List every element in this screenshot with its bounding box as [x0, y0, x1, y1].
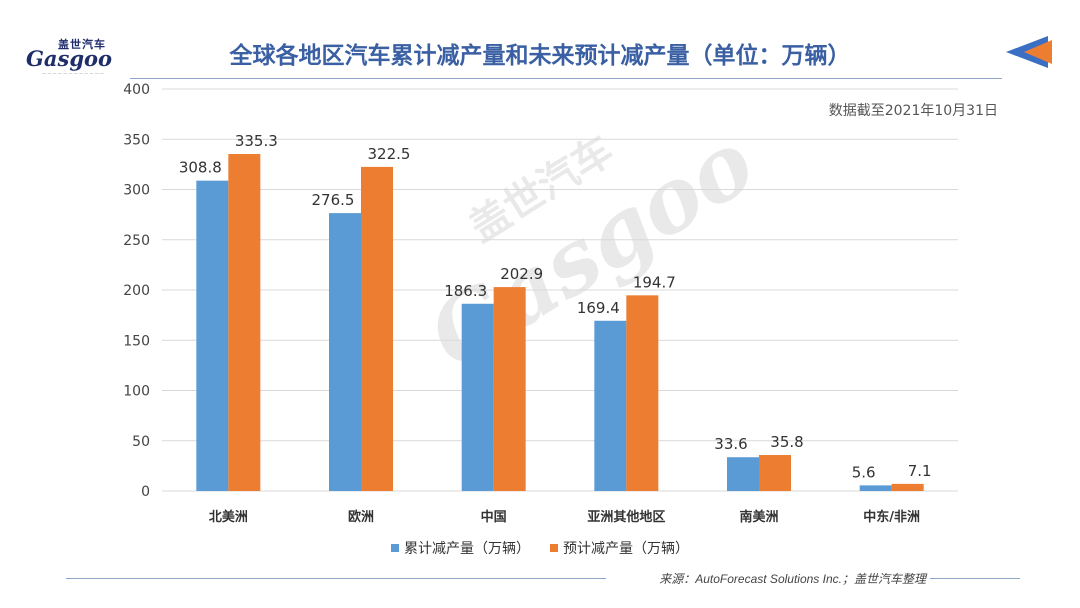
- x-axis: 北美洲 欧洲 中国 亚洲其他地区 南美洲 中东/非洲: [209, 509, 920, 525]
- y-tick-label-2: 100: [123, 384, 150, 400]
- title-divider: [130, 78, 1002, 79]
- data-date-note: 数据截至2021年10月31日: [828, 103, 998, 119]
- logo-cn-text: 盖世汽车: [58, 38, 106, 51]
- y-tick-label-4: 200: [123, 283, 150, 299]
- x-tick-label-4: 南美洲: [739, 509, 778, 525]
- y-tick-label-3: 150: [123, 333, 150, 349]
- source-en: AutoForecast Solutions Inc.: [695, 572, 842, 586]
- y-tick-label-0: 0: [141, 484, 150, 500]
- x-tick-label-1: 欧洲: [348, 509, 374, 525]
- bars: [196, 154, 924, 491]
- data-label-3-series-1: 194.7: [633, 273, 676, 291]
- logo-en-text: Gasgoo: [26, 46, 113, 71]
- legend-item-series-a: 累计减产量（万辆）: [391, 538, 530, 558]
- x-tick-label-5: 中东/非洲: [863, 509, 920, 525]
- logo-subtitle-decoration: — — — — — — — — — — — —: [42, 71, 104, 76]
- gasgoo-logo: 盖世汽车 Gasgoo — — — — — — — — — — — —: [14, 36, 114, 78]
- data-label-1-series-1: 322.5: [368, 145, 411, 163]
- x-tick-label-3: 亚洲其他地区: [587, 509, 665, 525]
- grid-lines: [162, 88, 958, 492]
- bar-2-series-0: [461, 303, 494, 491]
- legend-label-series-a: 累计减产量（万辆）: [404, 541, 530, 557]
- y-tick-label-1: 50: [132, 434, 150, 450]
- data-labels: 308.8 335.3 276.5 322.5 186.3 202.9 169.4 194.7…: [179, 132, 932, 481]
- legend: 累计减产量（万辆） 预计减产量（万辆）: [340, 538, 740, 558]
- corner-arrow-icon: [1006, 36, 1052, 68]
- data-label-2-series-1: 202.9: [500, 265, 543, 283]
- y-tick-label-7: 350: [123, 132, 150, 148]
- source-suffix: ；盖世汽车整理: [841, 572, 926, 586]
- bar-1-series-0: [329, 213, 361, 491]
- data-label-1-series-0: 276.5: [312, 191, 355, 209]
- bar-0-series-1: [228, 154, 261, 491]
- bar-4-series-1: [759, 455, 791, 491]
- bar-0-series-0: [196, 180, 229, 491]
- bar-5-series-1: [891, 483, 924, 491]
- bar-3-series-0: [594, 320, 627, 491]
- bar-1-series-1: [361, 166, 393, 491]
- y-tick-label-5: 250: [123, 233, 150, 249]
- footer-divider-left: [66, 578, 606, 579]
- bar-2-series-1: [493, 287, 526, 491]
- footer-divider-right: [930, 578, 1020, 579]
- data-label-5-series-0: 5.6: [852, 463, 876, 481]
- source-prefix: 来源：: [659, 572, 696, 586]
- data-label-5-series-1: 7.1: [908, 462, 932, 480]
- x-tick-label-0: 北美洲: [209, 509, 248, 525]
- y-axis: 0 50 100 150 200 250 300 350 400: [123, 82, 150, 500]
- bar-4-series-0: [727, 457, 759, 491]
- y-tick-label-6: 300: [123, 183, 150, 199]
- data-label-0-series-0: 308.8: [179, 159, 222, 177]
- legend-swatch-series-b: [550, 544, 558, 552]
- legend-item-series-b: 预计减产量（万辆）: [550, 538, 689, 558]
- data-label-0-series-1: 335.3: [235, 132, 278, 150]
- data-label-4-series-1: 35.8: [770, 433, 803, 451]
- legend-swatch-series-a: [391, 544, 399, 552]
- legend-label-series-b: 预计减产量（万辆）: [563, 541, 689, 557]
- data-label-3-series-0: 169.4: [577, 299, 620, 317]
- x-tick-label-2: 中国: [481, 509, 507, 525]
- data-label-2-series-0: 186.3: [444, 282, 487, 300]
- source-note: 来源：AutoForecast Solutions Inc.；盖世汽车整理: [600, 570, 926, 587]
- y-tick-label-8: 400: [123, 82, 150, 98]
- bar-3-series-1: [626, 295, 659, 491]
- page-title: 全球各地区汽车累计减产量和未来预计减产量（单位：万辆）: [229, 43, 851, 69]
- bar-5-series-0: [859, 485, 892, 491]
- data-label-4-series-0: 33.6: [714, 435, 747, 453]
